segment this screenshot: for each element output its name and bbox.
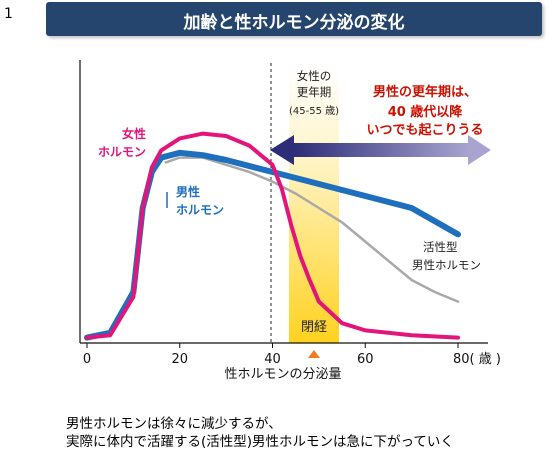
x-axis-label: 性ホルモンの分泌量 [224, 367, 341, 382]
title-bar: 加齢と性ホルモン分泌の変化 [46, 2, 542, 36]
annotation-line: いつでも起こりうる [366, 122, 483, 138]
andropause-annotation: 男性の更年期は、 40 歳代以降 いつでも起こりうる [366, 84, 483, 138]
annotation-line: 40 歳代以降 [388, 104, 464, 120]
menopause-marker [308, 350, 320, 358]
x-tick-label: 0 [83, 352, 91, 367]
male-series-label: 男性 ホルモン [166, 184, 224, 217]
active-male-label-line: 男性ホルモン [412, 258, 481, 272]
slide-number: 1 [4, 6, 13, 22]
active-male-label-line: 活性型 [423, 240, 458, 254]
page-title: 加齢と性ホルモン分泌の変化 [183, 13, 405, 33]
x-ticks: 0 20 40 60 80( 歳 ) [83, 343, 501, 367]
band-label-line: (45-55 歳) [289, 105, 339, 117]
band-label-line: 女性の [297, 69, 332, 83]
female-label-line: 女性 [122, 126, 146, 141]
x-tick-label: 20 [171, 352, 188, 367]
male-andropause-arrow [270, 135, 491, 165]
menopause-band-label: 女性の 更年期 (45-55 歳) [289, 69, 339, 117]
active-male-series-label: 活性型 男性ホルモン [412, 240, 481, 272]
series-line-female [85, 131, 460, 340]
male-label-line: ホルモン [176, 203, 224, 217]
x-tick-label: 60 [357, 352, 374, 367]
x-tick-label: 80( 歳 ) [453, 352, 501, 367]
band-label-line: 更年期 [297, 85, 332, 99]
male-label-line: 男性 [176, 184, 200, 199]
caption-line-1: 男性ホルモンは徐々に減少するが、 [66, 416, 282, 432]
x-tick-label: 40 [264, 352, 281, 367]
annotation-line: 男性の更年期は、 [373, 84, 477, 100]
female-label-line: ホルモン [98, 145, 146, 159]
female-series-label: 女性 ホルモン [98, 126, 146, 159]
caption-line-2: 実際に体内で活躍する(活性型)男性ホルモンは急に下がっていく [66, 434, 454, 450]
menopause-label: 閉経 [301, 320, 327, 335]
